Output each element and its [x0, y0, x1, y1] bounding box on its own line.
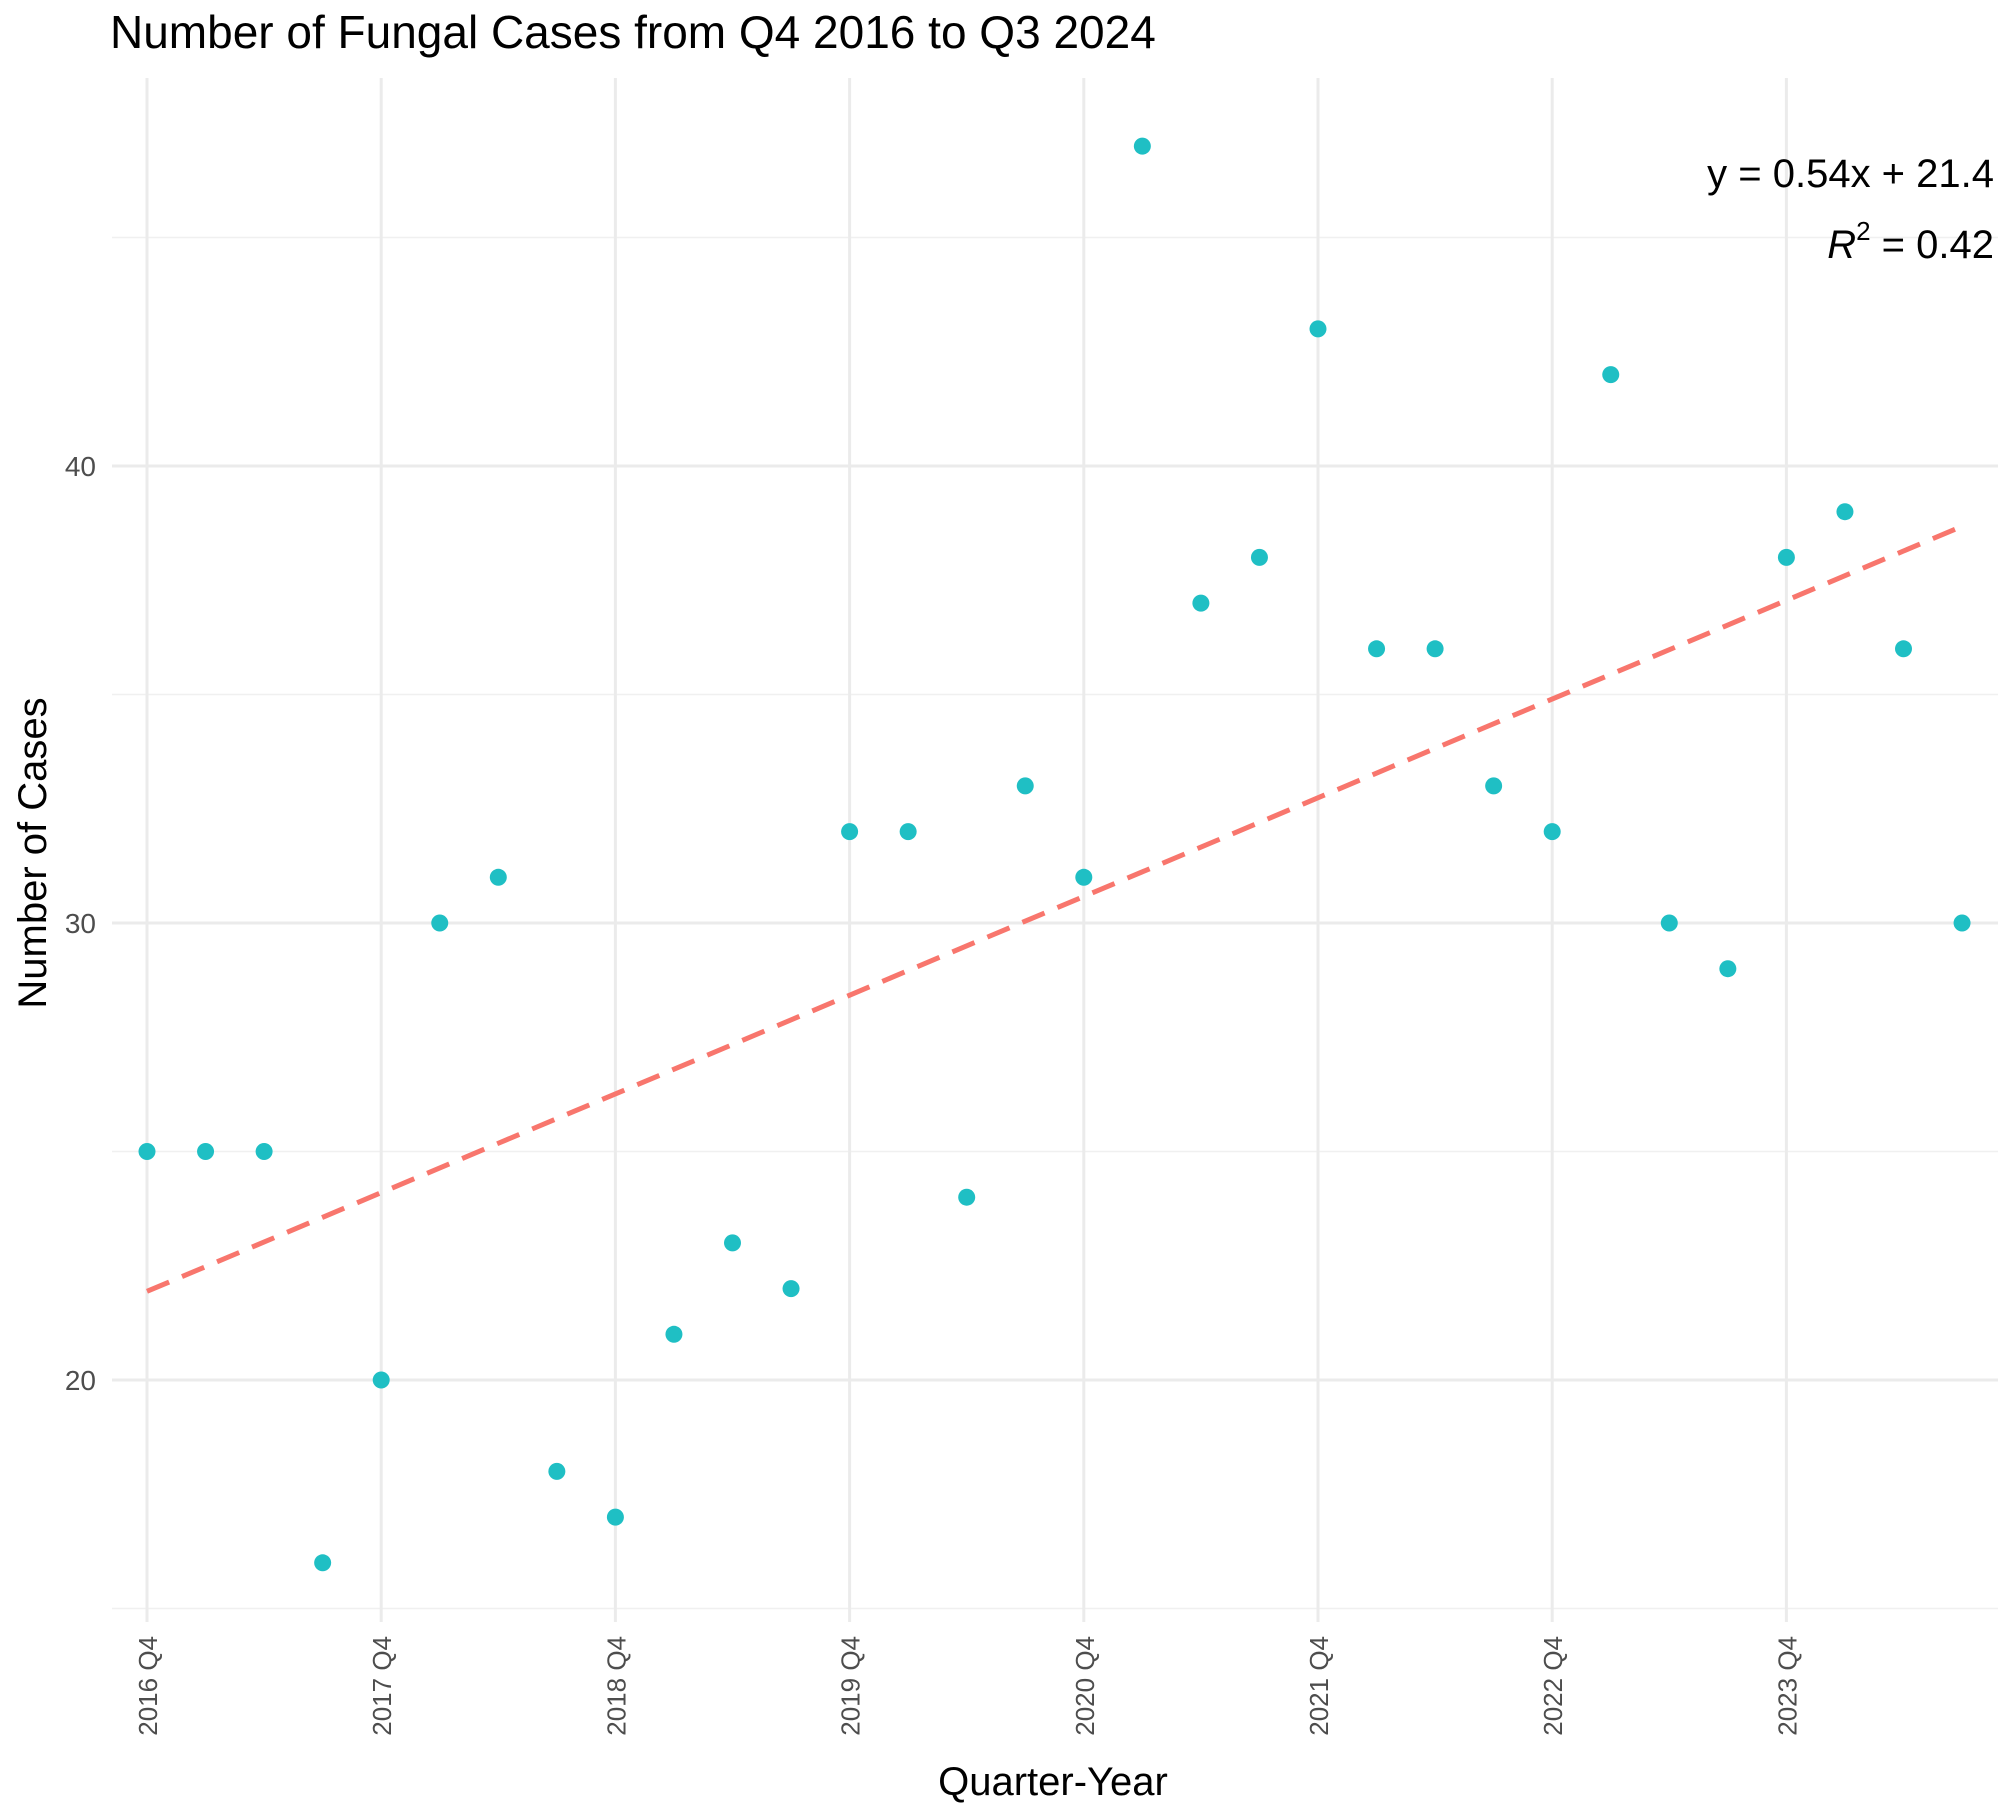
x-tick-label: 2016 Q4 — [133, 1636, 163, 1736]
data-point — [1602, 366, 1620, 384]
x-tick-label: 2020 Q4 — [1070, 1636, 1100, 1736]
data-point — [1309, 320, 1327, 338]
data-point — [431, 914, 449, 932]
y-axis-ticks: 20 30 40 — [65, 451, 96, 1396]
data-point — [1075, 868, 1093, 886]
data-point — [197, 1143, 215, 1160]
chart-title: Number of Fungal Cases from Q4 2016 to Q… — [110, 6, 1156, 58]
x-tick-label: 2021 Q4 — [1304, 1636, 1334, 1736]
data-point — [665, 1325, 683, 1343]
r-squared-value: = 0.42 — [1871, 223, 1994, 267]
r-squared-superscript: 2 — [1856, 216, 1870, 246]
x-tick-label: 2018 Q4 — [601, 1636, 631, 1736]
data-point — [1543, 823, 1561, 841]
data-point — [1250, 548, 1268, 566]
data-point — [372, 1371, 390, 1389]
data-point — [899, 823, 917, 841]
data-point — [958, 1188, 976, 1206]
y-tick-label: 40 — [65, 451, 96, 482]
x-axis-title: Quarter-Year — [938, 1760, 1168, 1804]
data-point — [255, 1143, 273, 1160]
data-point — [1426, 640, 1444, 658]
data-point — [1836, 503, 1854, 521]
data-point — [1660, 914, 1678, 932]
minor-gridlines — [112, 236, 1998, 1610]
r-squared-symbol: R — [1827, 223, 1856, 267]
data-point — [548, 1462, 566, 1480]
data-point — [782, 1280, 800, 1298]
r-squared-label: R2 = 0.42 — [1827, 216, 1994, 267]
trendline-layer — [146, 524, 1964, 1294]
y-tick-label: 30 — [65, 908, 96, 939]
regression-equation: y = 0.54x + 21.4 — [1707, 152, 1994, 196]
data-point — [1953, 914, 1971, 932]
x-tick-label: 2022 Q4 — [1538, 1636, 1568, 1736]
data-point — [1368, 640, 1386, 658]
data-point — [1719, 960, 1737, 978]
x-tick-label: 2017 Q4 — [367, 1636, 397, 1736]
data-point — [489, 868, 507, 886]
data-point — [1016, 777, 1034, 795]
data-point — [1895, 640, 1912, 658]
x-tick-label: 2019 Q4 — [836, 1636, 866, 1736]
y-axis-title: Number of Cases — [11, 697, 55, 1008]
data-point — [606, 1508, 624, 1526]
data-point — [841, 823, 859, 841]
x-tick-label: 2023 Q4 — [1772, 1636, 1802, 1736]
data-point — [1192, 594, 1210, 612]
major-gridlines — [112, 78, 1998, 1622]
data-points — [138, 137, 1971, 1572]
data-point — [314, 1554, 332, 1572]
y-tick-label: 20 — [65, 1365, 96, 1396]
data-point — [1133, 137, 1151, 155]
data-point — [724, 1234, 741, 1252]
data-point — [1777, 548, 1795, 566]
x-axis-ticks: 2016 Q4 2017 Q4 2018 Q4 2019 Q4 2020 Q4 2021 … — [133, 1636, 1802, 1736]
trendline — [146, 524, 1964, 1294]
data-point — [1485, 777, 1503, 795]
data-point — [138, 1143, 156, 1160]
